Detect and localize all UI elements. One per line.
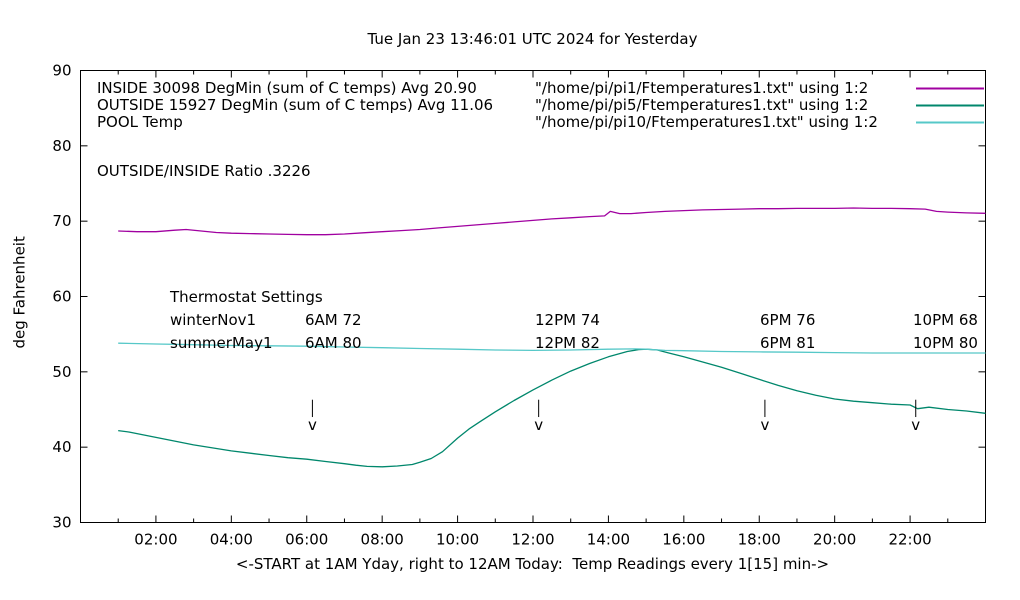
x-tick-label: 14:00 [587, 531, 630, 549]
legend-file-outside: "/home/pi/pi5/Ftemperatures1.txt" using … [535, 96, 869, 114]
thermostat-winter-10pm: 10PM 68 [913, 311, 978, 329]
x-tick-label: 22:00 [888, 531, 931, 549]
y-tick-label: 90 [52, 62, 71, 80]
marker-arrowhead: v [308, 416, 317, 434]
thermostat-summer-12pm: 12PM 82 [535, 334, 600, 352]
x-tick-label: 12:00 [511, 531, 554, 549]
x-tick-label: 16:00 [662, 531, 705, 549]
x-axis-label: <-START at 1AM Yday, right to 12AM Today… [235, 555, 830, 573]
y-tick-label: 50 [52, 363, 71, 381]
y-tick-label: 40 [52, 438, 71, 456]
thermostat-winter-12pm: 12PM 74 [535, 311, 600, 329]
legend-file-pool: "/home/pi/pi10/Ftemperatures1.txt" using… [535, 113, 878, 131]
ratio-annotation: OUTSIDE/INSIDE Ratio .3226 [97, 162, 311, 180]
x-tick-label: 10:00 [436, 531, 479, 549]
thermostat-summer-10pm: 10PM 80 [913, 334, 978, 352]
thermostat-summer-6pm: 6PM 81 [760, 334, 816, 352]
y-tick-label: 60 [52, 288, 71, 306]
thermostat-summer-6am: 6AM 80 [305, 334, 362, 352]
marker-arrowhead: v [760, 416, 769, 434]
legend-label-pool: POOL Temp [97, 113, 183, 131]
series-line-outside [118, 348, 986, 468]
x-tick-label: 02:00 [134, 531, 177, 549]
x-tick-label: 08:00 [361, 531, 404, 549]
y-tick-label: 70 [52, 212, 71, 230]
thermostat-winter-6pm: 6PM 76 [760, 311, 816, 329]
legend-label-outside: OUTSIDE 15927 DegMin (sum of C temps) Av… [97, 96, 494, 114]
series-line-pool [118, 342, 986, 354]
y-tick-label: 80 [52, 137, 71, 155]
thermostat-heading: Thermostat Settings [170, 288, 323, 306]
marker-arrowhead: v [534, 416, 543, 434]
chart-title: Tue Jan 23 13:46:01 UTC 2024 for Yesterd… [367, 30, 698, 48]
thermostat-summer-season: summerMay1 [170, 334, 273, 352]
thermostat-winter-season: winterNov1 [170, 311, 257, 329]
x-tick-label: 06:00 [285, 531, 328, 549]
thermostat-winter-6am: 6AM 72 [305, 311, 362, 329]
y-axis-label: deg Fahrenheit [10, 236, 29, 349]
x-tick-label: 04:00 [210, 531, 253, 549]
x-tick-label: 20:00 [813, 531, 856, 549]
marker-arrowhead: v [911, 416, 920, 434]
y-tick-label: 30 [52, 514, 71, 532]
legend-file-inside: "/home/pi/pi1/Ftemperatures1.txt" using … [535, 79, 869, 97]
legend-label-inside: INSIDE 30098 DegMin (sum of C temps) Avg… [97, 79, 477, 97]
x-tick-label: 18:00 [738, 531, 781, 549]
series-line-inside [118, 207, 986, 236]
